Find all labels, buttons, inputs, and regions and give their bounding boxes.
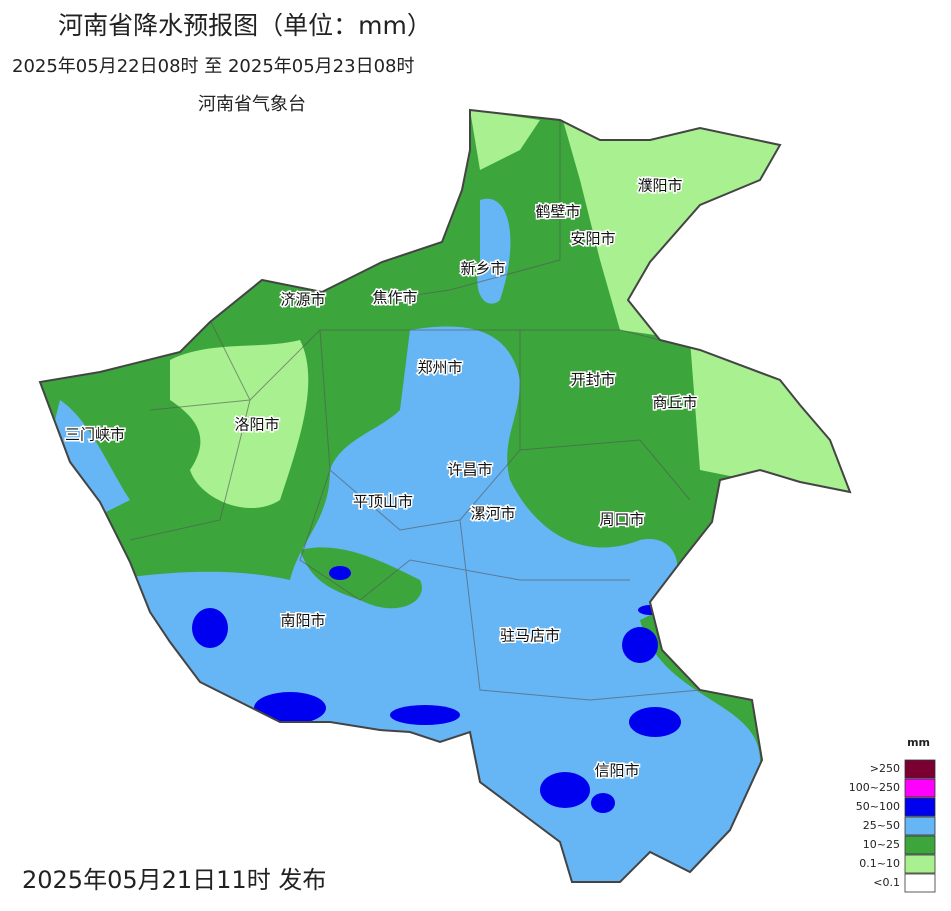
legend-title: mm bbox=[907, 736, 930, 749]
city-label: 濮阳市 bbox=[637, 177, 682, 195]
city-borders bbox=[129, 120, 701, 701]
city-labels: 濮阳市 鹤壁市 安阳市 新乡市 济源市 焦作市 郑州市 开封市 商丘市 三门峡市… bbox=[63, 175, 699, 781]
legend-swatch bbox=[904, 797, 936, 817]
zone-50-100 bbox=[622, 627, 658, 663]
zone-50-100 bbox=[591, 793, 615, 813]
legend-label: 10~25 bbox=[863, 838, 900, 851]
province-border bbox=[38, 108, 852, 883]
city-label: 驻马店市 bbox=[500, 627, 560, 645]
zone-50-100 bbox=[192, 608, 228, 648]
legend-label: 25~50 bbox=[863, 819, 900, 832]
city-label: 洛阳市 bbox=[234, 416, 279, 434]
legend-swatch bbox=[904, 873, 936, 893]
zone-50-100 bbox=[254, 692, 326, 724]
city-label: 南阳市 bbox=[280, 612, 325, 630]
city-label: 济源市 bbox=[280, 291, 325, 309]
period: 2025年05月22日08时 至 2025年05月23日08时 bbox=[12, 56, 415, 77]
legend-swatch bbox=[904, 835, 936, 855]
issued: 2025年05月21日11时 发布 bbox=[22, 866, 326, 894]
zone-25-50 bbox=[477, 198, 511, 304]
title: 河南省降水预报图（单位：mm） bbox=[58, 11, 432, 40]
legend-label: 0.1~10 bbox=[859, 857, 900, 870]
zone-50-100 bbox=[629, 707, 681, 737]
legend: mm >250 100~250 50~100 25~50 10~25 0.1~10 <0.1 bbox=[849, 736, 936, 893]
legend-label: 100~250 bbox=[849, 781, 900, 794]
city-label: 开封市 bbox=[570, 371, 615, 389]
city-label: 郑州市 bbox=[417, 359, 462, 377]
city-label: 许昌市 bbox=[447, 461, 492, 479]
legend-label: >250 bbox=[870, 762, 900, 775]
zone-50-100 bbox=[329, 566, 351, 580]
zone-50-100 bbox=[390, 705, 460, 725]
city-label: 三门峡市 bbox=[65, 426, 125, 444]
city-label: 安阳市 bbox=[570, 230, 615, 248]
legend-label: <0.1 bbox=[873, 876, 900, 889]
legend-swatch bbox=[904, 778, 936, 798]
zone-light bbox=[470, 110, 540, 170]
city-label: 平顶山市 bbox=[353, 493, 413, 511]
legend-swatch bbox=[904, 854, 936, 874]
city-label: 信阳市 bbox=[594, 762, 639, 780]
legend-swatch bbox=[904, 816, 936, 836]
zone-light bbox=[170, 340, 309, 509]
city-label: 鹤壁市 bbox=[535, 203, 580, 221]
agency: 河南省气象台 bbox=[198, 94, 306, 115]
zone-50-100 bbox=[638, 605, 662, 615]
city-label: 焦作市 bbox=[372, 289, 417, 307]
city-label: 商丘市 bbox=[652, 394, 697, 412]
city-label: 新乡市 bbox=[460, 260, 505, 278]
zone-10-25 bbox=[300, 547, 422, 609]
zone-50-100 bbox=[540, 772, 590, 808]
legend-label: 50~100 bbox=[856, 800, 900, 813]
zone-25-50 bbox=[50, 400, 130, 520]
city-label: 漯河市 bbox=[470, 505, 515, 523]
city-label: 周口市 bbox=[599, 511, 644, 529]
legend-swatch bbox=[904, 759, 936, 779]
